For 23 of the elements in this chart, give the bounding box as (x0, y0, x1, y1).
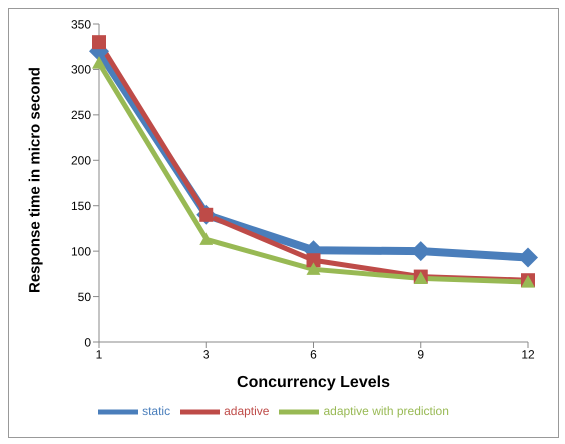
y-tick-label: 50 (78, 290, 92, 304)
y-tick-label: 300 (70, 62, 92, 77)
y-tick-label: 100 (70, 244, 92, 258)
x-axis-title: Concurrency Levels (237, 374, 390, 391)
legend-label: adaptive (224, 404, 270, 418)
point (92, 56, 106, 69)
y-tick-label: 150 (70, 198, 92, 213)
y-tick-label: 200 (70, 154, 92, 168)
y-tick-label: 250 (70, 108, 92, 122)
legend-label: static (142, 404, 170, 418)
y-tick-label: 0 (84, 335, 92, 350)
x-tick-label: 6 (310, 348, 318, 362)
x-tick-label: 3 (202, 348, 210, 362)
point (306, 262, 320, 275)
y-axis-title: Response time in micro second (26, 67, 44, 293)
point (199, 232, 214, 245)
x-tick-label: 1 (96, 348, 103, 362)
y-tick-label: 350 (70, 17, 92, 32)
x-tick-label: 9 (417, 348, 424, 362)
x-tick-label: 12 (521, 348, 535, 362)
legend-label: adaptive with prediction (323, 404, 449, 418)
point (92, 35, 106, 50)
point (306, 253, 320, 268)
